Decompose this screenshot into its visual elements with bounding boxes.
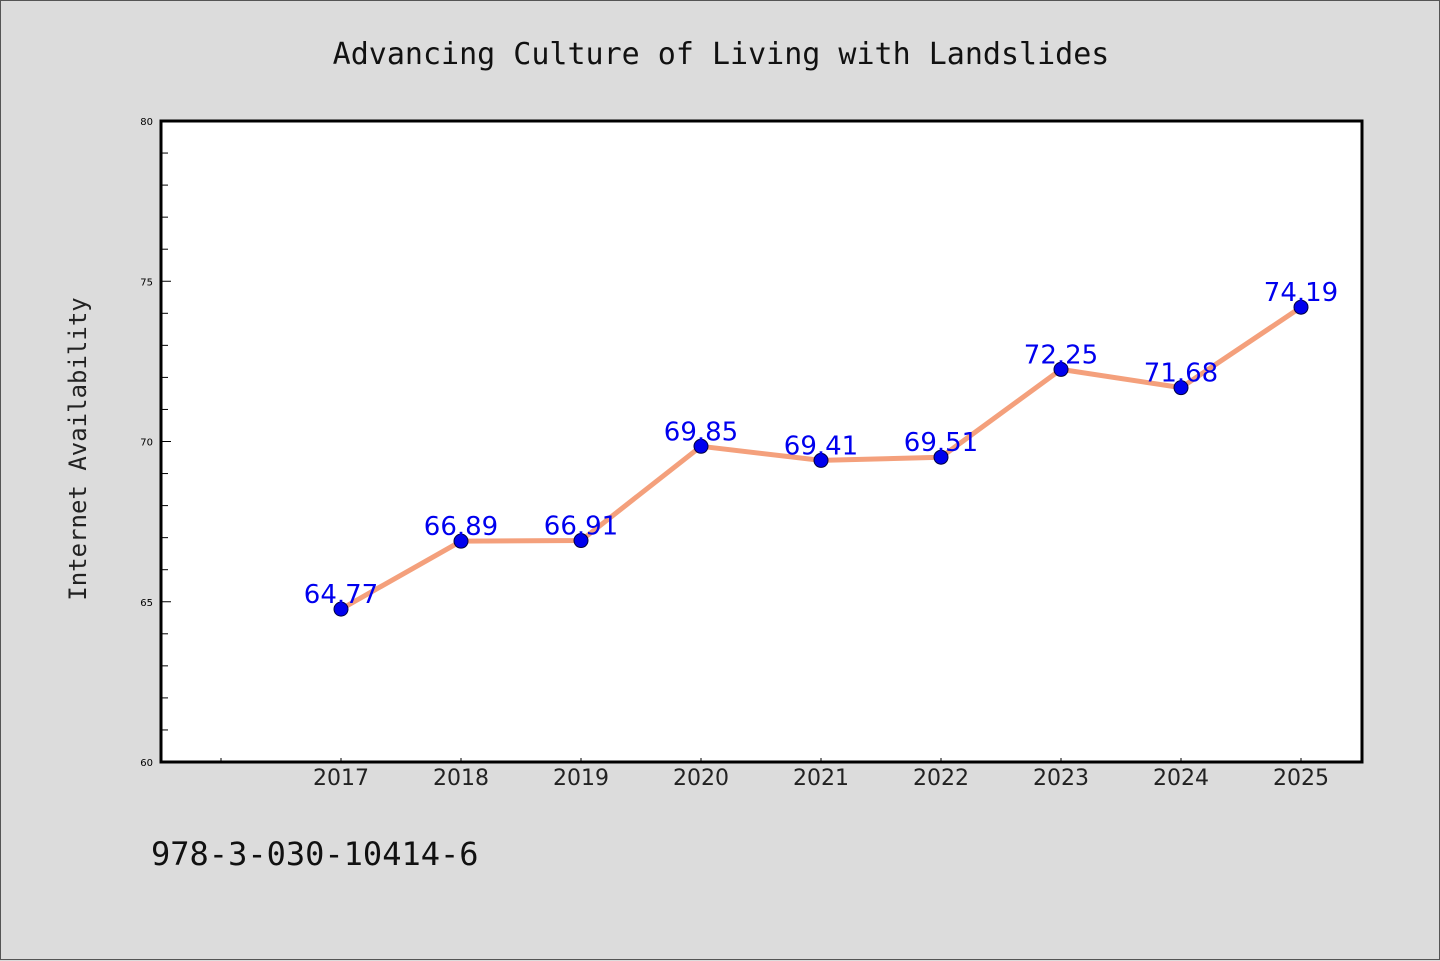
data-point <box>333 601 349 617</box>
data-label: 66.91 <box>544 512 618 542</box>
data-point <box>573 533 589 549</box>
x-tick-label: 2018 <box>433 766 489 791</box>
data-point <box>1293 299 1309 315</box>
data-point <box>693 438 709 454</box>
series-group: 64.77 66.89 66.91 69.85 69.41 69.51 72.25 71.68… <box>304 278 1338 617</box>
y-tick-label: 70 <box>140 438 153 449</box>
data-label: 64.77 <box>304 580 378 610</box>
y-axis: 60 65 70 75 80 <box>140 117 171 769</box>
y-axis-label: Internet Availability <box>64 297 92 600</box>
data-label: 74.19 <box>1264 278 1338 308</box>
x-tick-label: 2023 <box>1033 766 1089 791</box>
data-point <box>1053 361 1069 377</box>
data-label: 69.51 <box>904 428 978 458</box>
x-tick-label: 2019 <box>553 766 609 791</box>
data-label: 71.68 <box>1144 359 1218 389</box>
y-tick-label: 65 <box>140 598 153 609</box>
chart-title: Advancing Culture of Living with Landsli… <box>333 37 1110 72</box>
data-label: 66.89 <box>424 512 498 542</box>
x-tick-label: 2025 <box>1273 766 1329 791</box>
x-tick-label: 2022 <box>913 766 969 791</box>
footer-isbn: 978-3-030-10414-6 <box>151 835 479 873</box>
y-tick-label: 75 <box>140 277 153 288</box>
data-label: 69.41 <box>784 431 858 461</box>
x-tick-label: 2020 <box>673 766 729 791</box>
x-axis: 2017 2018 2019 2020 2021 2022 2023 2024 2025 <box>220 758 1329 791</box>
data-point <box>933 449 949 465</box>
y-tick-label: 80 <box>140 117 153 128</box>
x-tick-label: 2024 <box>1153 766 1209 791</box>
data-label: 69.85 <box>664 417 738 447</box>
plot-area <box>159 119 1364 764</box>
data-point <box>813 452 829 468</box>
x-tick-label: 2021 <box>793 766 849 791</box>
y-tick-label: 60 <box>140 758 153 769</box>
data-label: 72.25 <box>1024 340 1098 370</box>
data-point <box>1173 380 1189 396</box>
data-point <box>453 533 469 549</box>
x-tick-label: 2017 <box>313 766 369 791</box>
